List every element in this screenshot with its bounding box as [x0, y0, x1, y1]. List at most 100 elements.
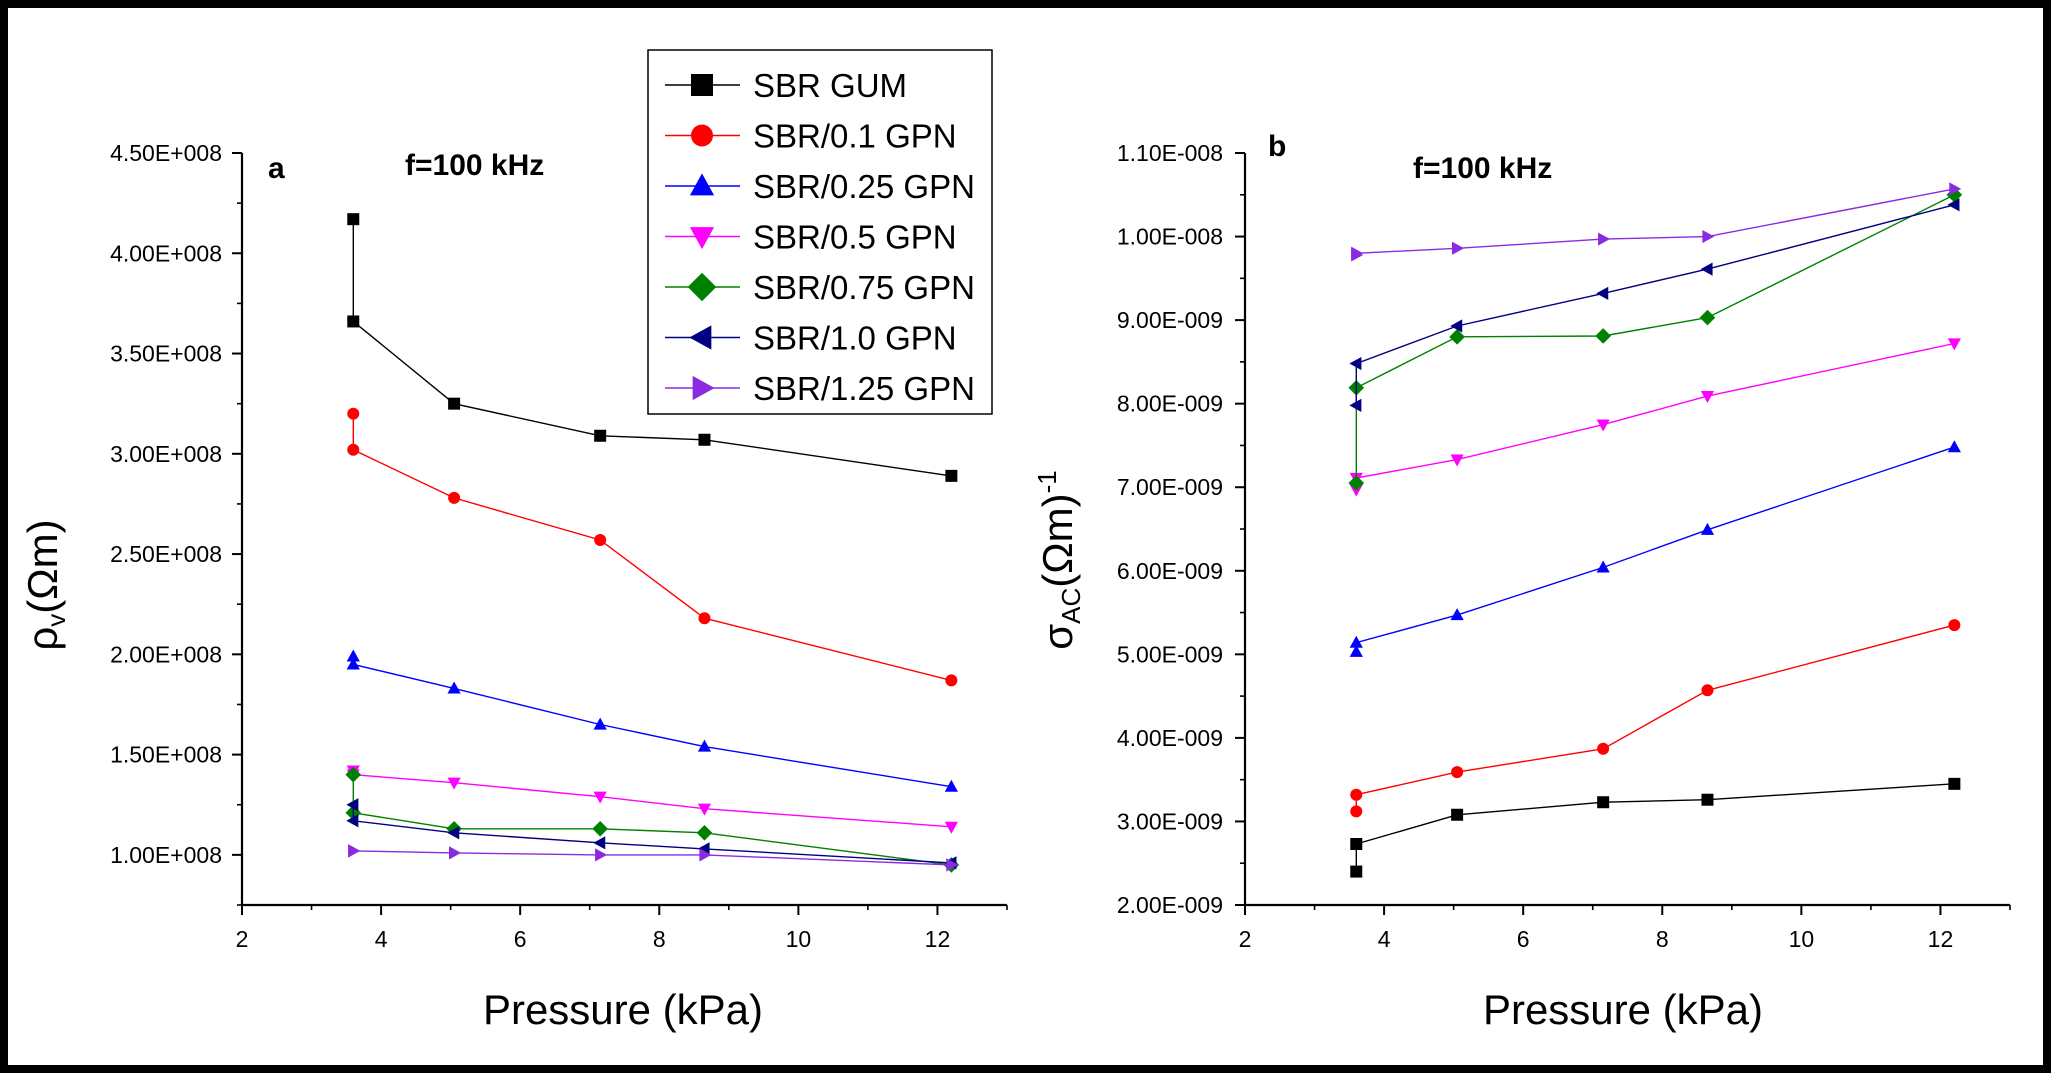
panel-a-y-tick-label: 1.00E+008: [110, 842, 222, 868]
panel-a-data-point: [346, 798, 359, 812]
panel-b-data-point: [1949, 182, 1962, 196]
panel-a-data-point: [346, 649, 360, 662]
panel-a-data-point: [594, 534, 607, 547]
panel-a-data-point: [697, 739, 712, 752]
panel-b-data-point: [1348, 475, 1365, 491]
panel-a-series-sbr-0-1-gpn: [347, 407, 958, 687]
panel-a-data-point: [345, 766, 362, 783]
legend: SBR GUM SBR/0.1 GPN SBR/0.25 GPN SBR/0.5 GP…: [647, 49, 993, 415]
panel-b-data-point: [1350, 865, 1363, 878]
panel-b-y-tick-label: 6.00E-009: [1117, 558, 1223, 584]
panel-b-y-tick-label: 1.10E-008: [1117, 140, 1223, 166]
panel-a-y-label-subscript: v: [41, 614, 71, 627]
legend-marker: [691, 124, 713, 147]
panel-a-data-point: [945, 674, 958, 687]
panel-b-series-sbr-0-25-gpn: [1349, 440, 1961, 657]
panel-a-x-tick-label: 2: [236, 926, 249, 952]
panel-a-x-tick-label: 12: [925, 926, 951, 952]
panel-b-data-point: [1450, 608, 1464, 621]
panel-b-x-tick-label: 10: [1789, 926, 1815, 952]
panel-b-data-point: [1450, 454, 1464, 467]
panel-b-data-point: [1948, 777, 1961, 790]
panel-b-y-tick-label: 3.00E-009: [1117, 808, 1223, 834]
panel-a-data-point: [697, 842, 710, 856]
panel-a-y-label-symbol: ρ: [19, 627, 66, 651]
panel-a-data-point: [348, 844, 361, 858]
panel-a-data-point: [699, 848, 712, 862]
panel-a-y-tick-label: 2.50E+008: [110, 541, 222, 567]
panel-a-data-point: [698, 433, 711, 446]
panel-a-data-point: [347, 407, 360, 420]
panel-b-data-point: [1451, 808, 1464, 821]
legend-label: SBR/0.5 GPN: [753, 219, 957, 256]
panel-b-data-point: [1351, 246, 1364, 260]
panel-b-data-point: [1699, 309, 1716, 326]
panel-b-data-point: [1702, 229, 1715, 244]
legend-marker: [689, 173, 715, 196]
panel-b-data-point: [1947, 338, 1961, 351]
legend-marker: [689, 325, 712, 350]
panel-b-data-point: [1450, 319, 1463, 333]
panel-b-data-point: [1350, 788, 1363, 801]
panel-a-y-tick-label: 3.50E+008: [110, 341, 222, 367]
panel-a-series-line: [352, 413, 952, 682]
panel-a-data-point: [595, 848, 608, 862]
panel-b-data-point: [1701, 793, 1714, 806]
panel-b-data-point: [1596, 286, 1609, 300]
legend-item-sbr-1-0-gpn: SBR/1.0 GPN: [665, 320, 957, 357]
panel-b-data-point: [1350, 805, 1363, 818]
panel-a-x-axis-label: Pressure (kPa): [483, 986, 763, 1033]
panel-b-frequency-annotation: f=100 kHz: [1413, 152, 1552, 185]
panel-a-data-point: [347, 443, 360, 456]
panel-b-data-point: [1595, 328, 1611, 344]
panel-a-y-tick-label: 1.50E+008: [110, 742, 222, 768]
panel-a-data-point: [346, 814, 359, 828]
panel-b-y-tick-label: 5.00E-009: [1117, 641, 1223, 667]
legend-label: SBR GUM: [753, 67, 907, 104]
legend-marker: [692, 375, 715, 401]
panel-a-data-point: [448, 491, 461, 504]
panel-a-data-point: [944, 779, 958, 792]
svg-text:σAC(Ωm)-1: σAC(Ωm)-1: [1032, 470, 1086, 650]
panel-a-data-point: [447, 681, 461, 694]
panel-a-series-line: [352, 219, 952, 477]
panel-b-data-point: [1700, 522, 1715, 535]
legend-item-sbr-0-25-gpn: SBR/0.25 GPN: [665, 168, 975, 205]
panel-a-y-tick-label: 4.50E+008: [110, 140, 222, 166]
legend-item-sbr-gum: SBR GUM: [665, 67, 907, 104]
legend-marker: [689, 227, 715, 250]
panel-a-data-point: [698, 612, 711, 625]
panel-a-data-point: [347, 213, 360, 226]
panel-b-y-label-superscript: -1: [1032, 470, 1062, 493]
panel-b-series-sbr-1-25-gpn: [1351, 182, 1962, 262]
panel-b-x-tick-label: 12: [1928, 926, 1954, 952]
legend-item-sbr-1-25-gpn: SBR/1.25 GPN: [665, 370, 975, 407]
panel-a-data-point: [945, 469, 958, 482]
panel-b-x-axis-label: Pressure (kPa): [1483, 986, 1763, 1033]
panel-a-x-tick-label: 8: [653, 926, 666, 952]
panel-a-data-point: [944, 821, 958, 834]
panel-b-letter: b: [1268, 130, 1286, 163]
panel-a-x-tick-label: 10: [786, 926, 812, 952]
panel-b-data-point: [1452, 241, 1465, 255]
panel-b-data-point: [1596, 419, 1610, 432]
panel-b-data-point: [1349, 644, 1363, 657]
panel-a-frequency-annotation: f=100 kHz: [405, 149, 544, 182]
panel-b-data-point: [1350, 838, 1363, 851]
panel-a-data-point: [593, 836, 606, 850]
panel-b-data-point: [1947, 198, 1960, 212]
panel-b-x-tick-label: 6: [1517, 926, 1530, 952]
panel-b-data-point: [1596, 560, 1610, 573]
panel-a-y-tick-label: 3.00E+008: [110, 441, 222, 467]
panel-b-x-tick-label: 2: [1239, 926, 1252, 952]
panel-a-data-point: [946, 858, 959, 872]
panel-b-data-point: [1349, 635, 1363, 648]
panel-a-data-point: [593, 717, 607, 730]
panel-b-data-point: [1700, 391, 1715, 404]
panel-b-data-point: [1349, 398, 1362, 412]
panel-a-data-point: [448, 397, 461, 410]
panel-a-letter: a: [268, 152, 285, 185]
panel-b-x-tick-label: 8: [1656, 926, 1669, 952]
panel-b-y-tick-label: 2.00E-009: [1117, 892, 1223, 918]
